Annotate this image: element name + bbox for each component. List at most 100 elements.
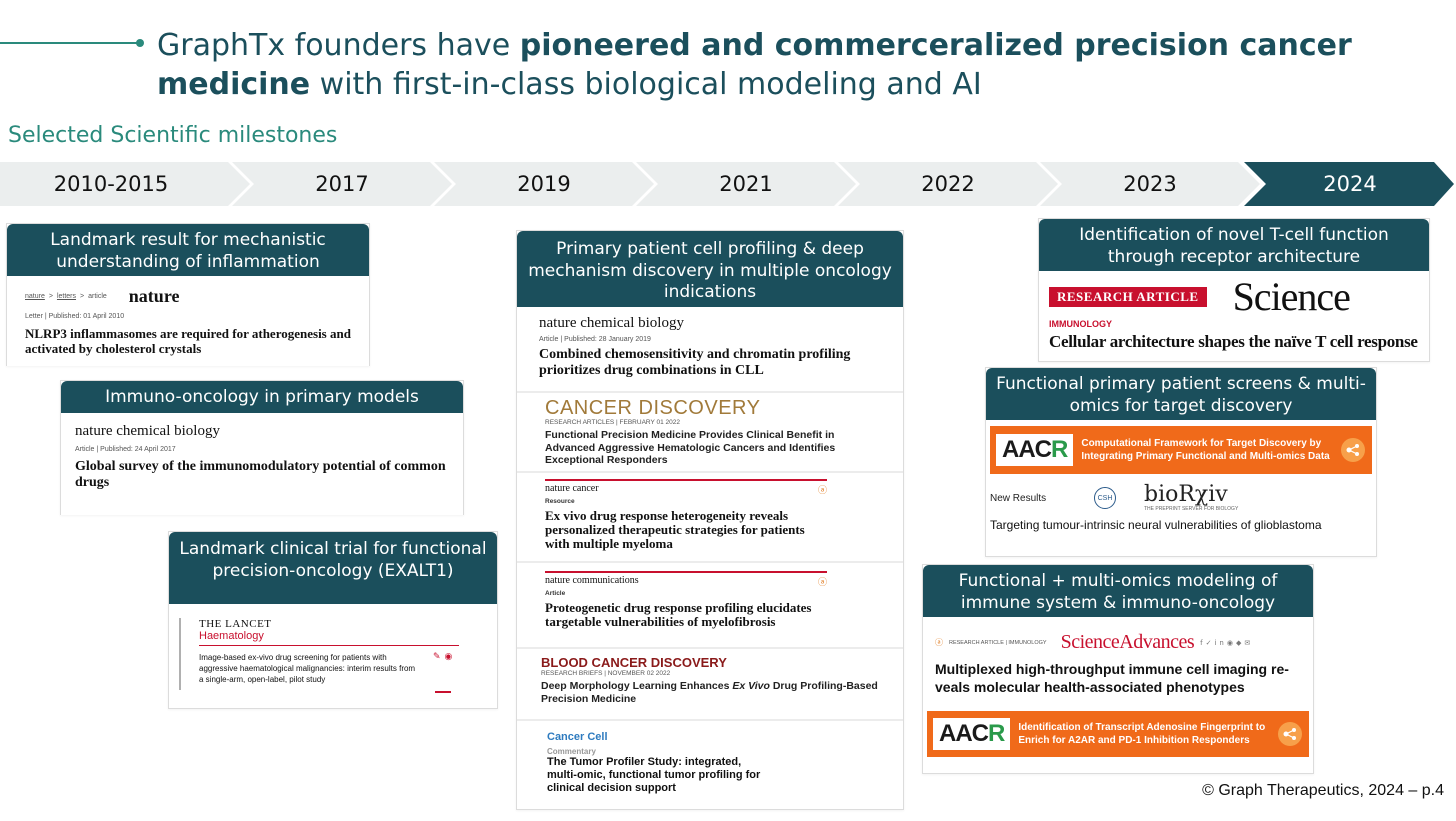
journal-logo-lancet: THE LANCET [199, 618, 272, 630]
article-headline: Image-based ex-vivo drug screening for p… [199, 653, 416, 684]
citation-aacr-1: AACR Computational Framework for Target … [986, 420, 1376, 474]
article-headline: The Tumor Profiler Study: integrated, mu… [547, 756, 761, 794]
breadcrumb-item: letters [56, 293, 77, 300]
share-icons: ✎ ◉ [433, 652, 452, 685]
aacr-abstract-title: Computational Framework for Target Disco… [1081, 438, 1330, 462]
article-headline: Multiplexed high-throughput immune cell … [935, 661, 1289, 695]
journal-logo: nature communications [545, 575, 639, 586]
timeline-step: 2010-2015 [0, 162, 250, 206]
journal-logo: nature chemical biology [75, 423, 220, 439]
journal-logo: nature cancer [545, 483, 599, 494]
pdf-icon: ✎ [433, 652, 441, 662]
timeline-step: 2017 [232, 162, 452, 206]
open-access-icon: ⓐ [817, 486, 827, 496]
milestone-card-exalt1: Landmark clinical trial for functional p… [168, 531, 498, 709]
article-meta: Resource [545, 498, 575, 505]
citation-science-advances: ⓐ RESEARCH ARTICLE | IMMUNOLOGY ScienceA… [923, 617, 1313, 711]
breadcrumb-sep: > [80, 293, 85, 300]
article-meta: Commentary [547, 747, 596, 756]
citation-nature-chem-bio-2019: nature chemical biology Article | Publis… [517, 307, 903, 391]
article-meta: RESEARCH BRIEFS | NOVEMBER 02 2022 [541, 670, 671, 677]
citation-nature-cancer: nature cancer ⓐ Resource Ex vivo drug re… [517, 471, 903, 561]
biorxiv-tagline: THE PREPRINT SERVER FOR BIOLOGY [1144, 506, 1239, 512]
citation-cancer-discovery: CANCER DISCOVERY RESEARCH ARTICLES | FEB… [517, 391, 903, 471]
citation-blood-cancer-discovery: BLOOD CANCER DISCOVERY RESEARCH BRIEFS |… [517, 647, 903, 719]
journal-logo-science-advances: ScienceAdvances [1060, 631, 1195, 653]
timeline-step-current: 2024 [1244, 162, 1456, 206]
article-headline: Global survey of the immunomodulatory po… [75, 459, 446, 490]
milestone-card-tcell: Identification of novel T-cell function … [1038, 218, 1430, 362]
aacr-banner: AACR Identification of Transcript Adenos… [927, 711, 1309, 757]
citation-nature: nature > letters > article nature Letter… [7, 276, 369, 366]
card-heading: Functional + multi-omics modeling of imm… [923, 565, 1313, 617]
journal-logo-science: Science [1232, 274, 1351, 319]
timeline-step: 2023 [1040, 162, 1260, 206]
article-headline: NLRP3 inflammasomes are required for ath… [25, 326, 351, 356]
timeline-label: 2022 [921, 172, 975, 196]
timeline-step: 2022 [838, 162, 1058, 206]
citation-cancer-cell: Cancer Cell Commentary The Tumor Profile… [517, 719, 903, 805]
article-meta: Letter | Published: 01 April 2010 [25, 313, 125, 320]
aacr-logo: AACR [996, 434, 1074, 466]
article-section: IMMUNOLOGY [1049, 319, 1112, 329]
milestone-card-inflammation: Landmark result for mechanistic understa… [6, 223, 370, 366]
timeline: 2010-2015 2017 2019 2021 2022 2023 2024 [0, 162, 1456, 206]
network-icon [1278, 722, 1302, 746]
network-icon [1341, 438, 1365, 462]
journal-logo-biorxiv: bioRχiv [1144, 482, 1228, 507]
aacr-abstract-title: Identification of Transcript Adenosine F… [1018, 722, 1266, 746]
csh-logo: CSH [1094, 487, 1116, 509]
timeline-label: 2024 [1323, 172, 1377, 196]
card-heading: Landmark clinical trial for functional p… [169, 532, 497, 604]
citation-science: RESEARCH ARTICLE Science IMMUNOLOGY Cell… [1039, 271, 1429, 361]
milestone-card-immuno-oncology: Immuno-oncology in primary models nature… [60, 380, 464, 515]
open-access-icon: ⓐ [817, 578, 827, 588]
journal-logo: BLOOD CANCER DISCOVERY [541, 655, 727, 670]
journal-logo: CANCER DISCOVERY [545, 397, 761, 419]
timeline-label: 2010-2015 [53, 172, 169, 196]
citation-lancet: THE LANCET Haematology Image-based ex-vi… [169, 604, 497, 708]
section-subtitle: Selected Scientific milestones [8, 123, 338, 148]
timeline-label: 2021 [719, 172, 773, 196]
timeline-label: 2023 [1123, 172, 1177, 196]
citation-aacr-2: AACR Identification of Transcript Adenos… [923, 711, 1313, 757]
article-meta: Article | Published: 28 January 2019 [539, 336, 651, 343]
header-accent-dot [136, 39, 144, 47]
lancet-rule [199, 645, 459, 646]
article-headline: Targeting tumour-intrinsic neural vulner… [990, 518, 1322, 532]
aacr-logo: AACR [933, 718, 1011, 750]
journal-logo: Cancer Cell [547, 731, 608, 743]
article-headline: Cellular architecture shapes the naïve T… [1049, 332, 1418, 351]
breadcrumb-sep: > [48, 293, 53, 300]
header-accent-line [0, 42, 138, 44]
aacr-banner: AACR Computational Framework for Target … [990, 426, 1372, 474]
timeline-label: 2019 [517, 172, 571, 196]
article-headline: Functional Precision Medicine Provides C… [545, 429, 836, 466]
card-heading: Landmark result for mechanistic understa… [7, 224, 369, 276]
lancet-accent [435, 691, 451, 693]
article-meta: RESEARCH ARTICLES | FEBRUARY 01 2022 [545, 419, 680, 426]
milestone-card-primary-profiling: Primary patient cell profiling & deep me… [516, 230, 904, 810]
journal-logo: nature chemical biology [539, 315, 684, 331]
milestone-card-target-discovery: Functional primary patient screens & mul… [985, 367, 1377, 557]
share-icons: f✓in◉◆✉ [1200, 638, 1254, 647]
page-title: GraphTx founders have pioneered and comm… [157, 28, 1352, 102]
article-type-badge: RESEARCH ARTICLE [1049, 287, 1207, 307]
breadcrumb-item: nature [25, 293, 45, 300]
citation-nature-chem-bio: nature chemical biology Article | Publis… [61, 413, 463, 515]
lancet-bar [179, 618, 181, 690]
card-heading: Immuno-oncology in primary models [61, 381, 463, 413]
new-results-label: New Results [990, 492, 1047, 504]
footer-copyright: © Graph Therapeutics, 2024 – p.4 [1202, 782, 1444, 799]
card-heading: Primary patient cell profiling & deep me… [517, 231, 903, 307]
card-heading: Identification of novel T-cell function … [1039, 219, 1429, 271]
lock-icon: ◉ [444, 652, 453, 662]
citation-biorxiv: New Results CSH bioRχiv THE PREPRINT SER… [986, 474, 1376, 554]
article-headline: Ex vivo drug response heterogeneity reve… [545, 508, 805, 551]
timeline-step: 2021 [636, 162, 856, 206]
card-heading: Functional primary patient screens & mul… [986, 368, 1376, 420]
milestone-card-immune-modeling: Functional + multi-omics modeling of imm… [922, 564, 1314, 774]
article-headline: Deep Morphology Learning Enhances Ex Viv… [541, 680, 878, 705]
article-headline: Combined chemosensitivity and chromatin … [539, 347, 851, 378]
journal-subtitle: Haematology [199, 630, 264, 642]
